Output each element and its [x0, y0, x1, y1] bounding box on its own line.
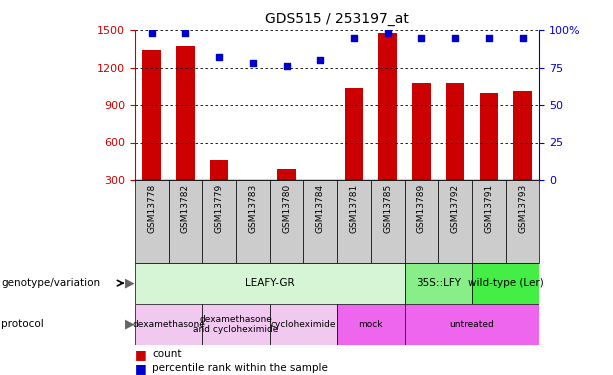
FancyBboxPatch shape [337, 304, 405, 345]
Bar [345, 87, 364, 180]
Text: ▶: ▶ [125, 318, 135, 331]
Text: GSM13781: GSM13781 [349, 184, 359, 233]
Text: percentile rank within the sample: percentile rank within the sample [152, 363, 328, 373]
Bar [513, 91, 532, 180]
Bar [277, 169, 296, 180]
FancyBboxPatch shape [202, 180, 236, 262]
Text: wild-type (Ler): wild-type (Ler) [468, 278, 544, 288]
FancyBboxPatch shape [270, 304, 337, 345]
FancyBboxPatch shape [472, 262, 539, 304]
FancyBboxPatch shape [438, 180, 472, 262]
Bar [378, 33, 397, 180]
Text: dexamethasone
and cycloheximide: dexamethasone and cycloheximide [193, 315, 279, 334]
Text: ▶: ▶ [125, 277, 135, 290]
Text: LEAFY-GR: LEAFY-GR [245, 278, 294, 288]
Text: mock: mock [359, 320, 383, 329]
Text: genotype/variation: genotype/variation [1, 278, 101, 288]
FancyBboxPatch shape [135, 304, 202, 345]
Point [248, 60, 258, 66]
Point [484, 34, 494, 40]
Point [316, 57, 326, 63]
Point [215, 54, 224, 60]
Point [451, 34, 460, 40]
Text: untreated: untreated [449, 320, 495, 329]
Text: ■: ■ [135, 362, 147, 375]
FancyBboxPatch shape [270, 180, 303, 262]
FancyBboxPatch shape [506, 180, 539, 262]
Text: cycloheximide: cycloheximide [271, 320, 336, 329]
FancyBboxPatch shape [135, 262, 405, 304]
Text: GSM13782: GSM13782 [181, 184, 190, 233]
Text: protocol: protocol [1, 320, 44, 329]
FancyBboxPatch shape [303, 180, 337, 262]
Text: count: count [152, 350, 181, 359]
Point [417, 34, 427, 40]
Text: GSM13785: GSM13785 [383, 184, 392, 233]
Title: GDS515 / 253197_at: GDS515 / 253197_at [265, 12, 409, 26]
Point [517, 34, 527, 40]
FancyBboxPatch shape [405, 304, 539, 345]
Bar [446, 82, 465, 180]
FancyBboxPatch shape [405, 262, 472, 304]
Text: 35S::LFY: 35S::LFY [416, 278, 461, 288]
Text: GSM13791: GSM13791 [484, 184, 493, 233]
Text: GSM13789: GSM13789 [417, 184, 426, 233]
Text: GSM13783: GSM13783 [248, 184, 257, 233]
Text: ■: ■ [135, 348, 147, 361]
Text: GSM13778: GSM13778 [147, 184, 156, 233]
Bar [412, 82, 431, 180]
FancyBboxPatch shape [169, 180, 202, 262]
Point [181, 30, 191, 36]
FancyBboxPatch shape [202, 304, 270, 345]
FancyBboxPatch shape [135, 180, 169, 262]
Bar [311, 180, 330, 188]
Text: GSM13780: GSM13780 [282, 184, 291, 233]
Bar [176, 46, 195, 180]
Point [282, 63, 292, 69]
Bar [479, 93, 498, 180]
Bar [142, 50, 161, 180]
Text: GSM13784: GSM13784 [316, 184, 325, 233]
Bar [210, 160, 229, 180]
FancyBboxPatch shape [405, 180, 438, 262]
Text: dexamethasone: dexamethasone [132, 320, 205, 329]
Point [349, 34, 359, 40]
Point [383, 30, 393, 36]
FancyBboxPatch shape [236, 180, 270, 262]
FancyBboxPatch shape [337, 180, 371, 262]
Text: GSM13793: GSM13793 [518, 184, 527, 233]
FancyBboxPatch shape [472, 180, 506, 262]
Text: GSM13779: GSM13779 [215, 184, 224, 233]
Bar [243, 180, 262, 183]
FancyBboxPatch shape [371, 180, 405, 262]
Text: GSM13792: GSM13792 [451, 184, 460, 233]
Point [147, 30, 157, 36]
